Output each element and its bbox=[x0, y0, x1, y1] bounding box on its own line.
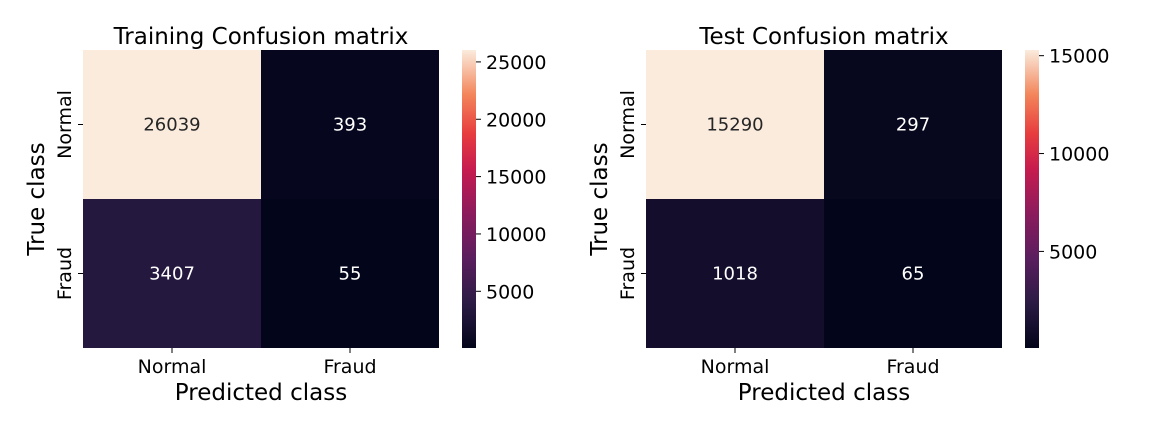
y-axis-label: True class bbox=[587, 142, 613, 256]
x-tick-label: Normal bbox=[701, 356, 770, 378]
colorbar-tick-label: 15000 bbox=[1049, 46, 1109, 68]
colorbar-tick-label: 10000 bbox=[1049, 144, 1109, 166]
cell-value-label: 15290 bbox=[706, 115, 763, 136]
heatmap-cell-normal-fraud bbox=[261, 50, 439, 199]
heatmap-panel-2: 15290 297 1018 65 Test Confusion matrix Norma… bbox=[587, 24, 1109, 406]
heatmap-cell-fraud-fraud bbox=[261, 199, 439, 348]
y-tick-label: Normal bbox=[54, 90, 76, 159]
x-axis-label: Predicted class bbox=[175, 380, 347, 406]
x-axis-label: Predicted class bbox=[738, 380, 910, 406]
cell-value-label: 393 bbox=[333, 115, 367, 136]
colorbar-tick-label: 5000 bbox=[486, 281, 534, 303]
x-tick-label: Fraud bbox=[886, 356, 939, 378]
y-tick-label: Fraud bbox=[617, 247, 639, 300]
colorbar-tick-label: 25000 bbox=[486, 52, 546, 74]
heatmap-cell-fraud-normal bbox=[83, 199, 261, 348]
chart-title: Test Confusion matrix bbox=[698, 24, 948, 50]
colorbar-tick-label: 10000 bbox=[486, 224, 546, 246]
heatmap-cell-fraud-normal bbox=[646, 199, 824, 348]
cell-value-label: 3407 bbox=[149, 264, 195, 285]
cell-value-label: 65 bbox=[902, 264, 925, 285]
heatmap-cell-normal-normal bbox=[83, 50, 261, 199]
y-tick-label: Normal bbox=[617, 90, 639, 159]
colorbar bbox=[462, 50, 476, 348]
cell-value-label: 1018 bbox=[712, 264, 758, 285]
chart-title: Training Confusion matrix bbox=[113, 24, 409, 50]
heatmap-panel-1: 26039 393 3407 55 Training Confusion matrix N… bbox=[24, 24, 546, 406]
cell-value-label: 26039 bbox=[143, 115, 200, 136]
heatmap-cell-fraud-fraud bbox=[824, 199, 1002, 348]
heatmap-cell-normal-fraud bbox=[824, 50, 1002, 199]
colorbar-tick-label: 15000 bbox=[486, 167, 546, 189]
colorbar-tick-label: 5000 bbox=[1049, 241, 1097, 263]
x-tick-label: Fraud bbox=[323, 356, 376, 378]
colorbar-tick-label: 20000 bbox=[486, 109, 546, 131]
x-tick-label: Normal bbox=[138, 356, 207, 378]
y-axis-label: True class bbox=[24, 142, 50, 256]
colorbar bbox=[1025, 50, 1039, 348]
cell-value-label: 297 bbox=[896, 115, 930, 136]
y-tick-label: Fraud bbox=[54, 247, 76, 300]
heatmap-cell-normal-normal bbox=[646, 50, 824, 199]
cell-value-label: 55 bbox=[339, 264, 362, 285]
